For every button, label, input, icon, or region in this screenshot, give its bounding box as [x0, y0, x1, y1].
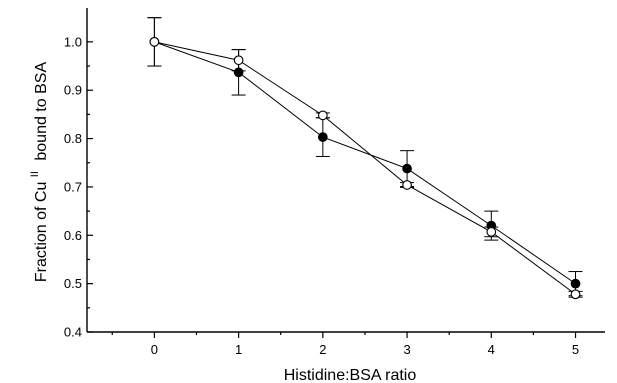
y-tick-label: 0.6 — [64, 228, 82, 243]
y-axis-title-tail: bound to BSA — [33, 62, 50, 161]
y-tick-label: 1.0 — [64, 34, 82, 49]
y-axis-title: Fraction of Cu II bound to BSA — [25, 62, 50, 283]
y-tick-label: 0.7 — [64, 179, 82, 194]
series-2 — [147, 17, 583, 300]
y-tick-label: 0.9 — [64, 83, 82, 98]
series-line — [154, 41, 576, 295]
series-line — [154, 41, 576, 285]
y-tick-label: 0.5 — [64, 276, 82, 291]
series-1 — [147, 17, 583, 297]
x-tick-label: 5 — [572, 342, 579, 357]
y-axis-title-superscript: II — [29, 171, 41, 177]
x-tick-label: 3 — [403, 342, 410, 357]
x-tick-label: 1 — [235, 342, 242, 357]
filled-point — [402, 163, 412, 174]
y-tick-label: 0.4 — [64, 325, 82, 340]
open-point — [233, 55, 244, 66]
open-point — [570, 289, 581, 300]
filled-point — [570, 278, 581, 289]
open-point — [317, 110, 328, 121]
open-point — [486, 227, 497, 237]
x-axis-title: Histidine:BSA ratio — [284, 367, 417, 383]
x-tick-label: 2 — [319, 342, 326, 357]
series-layer — [147, 17, 583, 300]
y-axis-title-main: Fraction of Cu — [33, 182, 50, 282]
axes: 0.4 0.5 0.6 0.7 0.8 0.9 1.0 0 1 2 3 4 5 — [64, 8, 605, 357]
open-point — [402, 180, 412, 190]
x-tick-label: 4 — [488, 342, 495, 357]
filled-point — [317, 132, 328, 142]
y-tick-label: 0.8 — [64, 131, 82, 146]
open-point — [149, 37, 160, 47]
x-tick-label: 0 — [151, 342, 158, 357]
